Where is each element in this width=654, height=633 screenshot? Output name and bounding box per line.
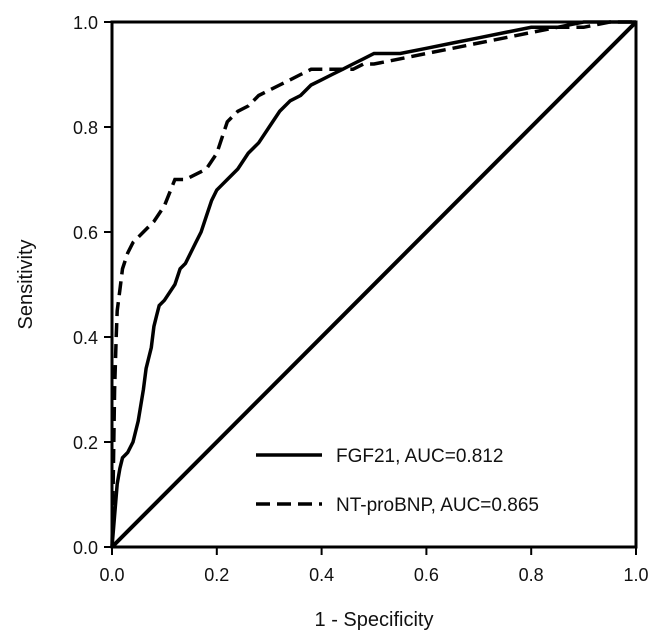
legend: FGF21, AUC=0.812 NT-proBNP, AUC=0.865 bbox=[256, 446, 539, 516]
x-tick-label: 0.0 bbox=[99, 565, 124, 585]
y-tick-label: 0.0 bbox=[73, 538, 98, 558]
series-line-1 bbox=[110, 20, 636, 548]
plot-frame bbox=[110, 20, 638, 549]
y-axis-label: Sensitivity bbox=[15, 239, 37, 329]
x-tick-label: 0.2 bbox=[204, 565, 229, 585]
series-line-0 bbox=[110, 20, 636, 548]
x-tick-label: 0.6 bbox=[414, 565, 439, 585]
y-tick-label: 0.8 bbox=[73, 118, 98, 138]
y-tick-label: 1.0 bbox=[73, 13, 98, 33]
x-tick-label: 1.0 bbox=[623, 565, 648, 585]
x-tick-label: 0.4 bbox=[309, 565, 334, 585]
y-tick-label: 0.2 bbox=[73, 433, 98, 453]
axis-ticks: 0.0 0.2 0.4 0.6 0.8 1.0 0.0 0.2 0.4 0.6 0.8 1.0 bbox=[73, 13, 649, 585]
reference-diagonal-line bbox=[110, 20, 638, 549]
y-tick-label: 0.4 bbox=[73, 328, 98, 348]
y-tick-label: 0.6 bbox=[73, 223, 98, 243]
legend-label: NT-proBNP, AUC=0.865 bbox=[336, 495, 539, 516]
x-tick-label: 0.8 bbox=[519, 565, 544, 585]
series-layer bbox=[110, 20, 638, 549]
x-axis-label: 1 - Specificity bbox=[315, 609, 434, 631]
legend-label: FGF21, AUC=0.812 bbox=[336, 446, 503, 467]
